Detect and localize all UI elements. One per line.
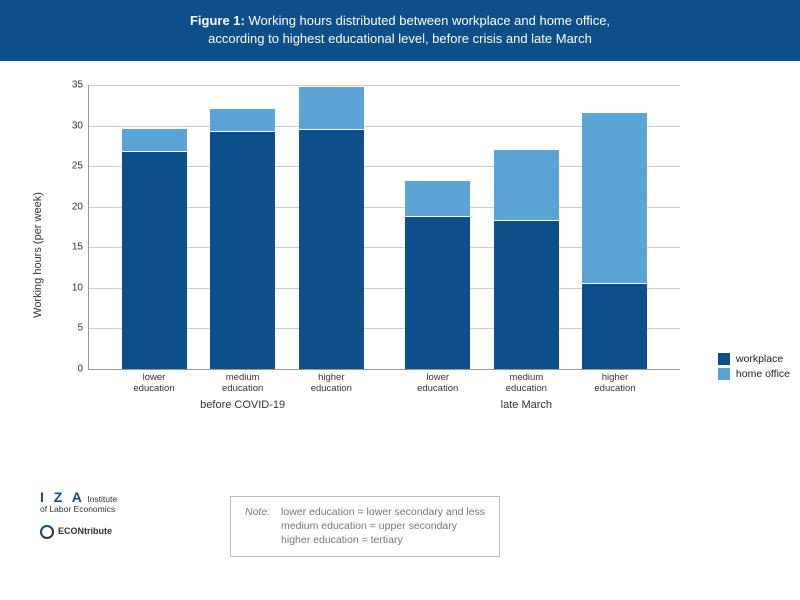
- bar-seg-homeoffice: [210, 109, 275, 132]
- xtick-label: mediumeducation: [222, 373, 263, 395]
- econtribute-icon: [40, 525, 54, 539]
- legend-item-homeoffice: home office: [718, 368, 790, 380]
- note-line1: lower education = lower secondary and le…: [281, 506, 485, 518]
- chart-area: Working hours (per week) 05101520253035l…: [60, 85, 680, 425]
- ytick-label: 30: [61, 120, 83, 131]
- xtick-label: highereducation: [311, 373, 352, 395]
- xtick-label: lowereducation: [417, 373, 458, 395]
- bar-seg-workplace: [122, 152, 187, 369]
- bar-seg-workplace: [582, 284, 647, 369]
- note-box: Note: lower education = lower secondary …: [230, 496, 500, 557]
- ytick-label: 20: [61, 201, 83, 212]
- iza-logo: I Z A Institute of Labor Economics: [40, 490, 117, 515]
- group-label: late March: [501, 399, 552, 411]
- econtribute-label: ECONtribute: [58, 527, 112, 537]
- bar-higher-edu-march: [582, 113, 647, 369]
- legend-label-homeoffice: home office: [736, 368, 790, 380]
- legend-label-workplace: workplace: [736, 353, 783, 365]
- bar-seg-homeoffice: [299, 87, 364, 129]
- group-label: before COVID-19: [200, 399, 285, 411]
- iza-letters: I Z A: [40, 489, 85, 505]
- ytick-label: 0: [61, 364, 83, 375]
- figure-header: Figure 1: Working hours distributed betw…: [0, 0, 800, 61]
- xtick-label: mediumeducation: [506, 373, 547, 395]
- bar-seg-homeoffice: [405, 181, 470, 218]
- xtick-label: lowereducation: [133, 373, 174, 395]
- bar-higher-edu-before: [299, 87, 364, 369]
- logos: I Z A Institute of Labor Economics ECONt…: [40, 490, 117, 539]
- legend: workplace home office: [718, 350, 790, 383]
- econtribute-logo: ECONtribute: [40, 525, 117, 539]
- bar-seg-workplace: [405, 217, 470, 369]
- title-line1: Working hours distributed between workpl…: [248, 13, 610, 28]
- bar-medium-edu-march: [494, 150, 559, 369]
- gridline: [89, 85, 680, 86]
- footer: I Z A Institute of Labor Economics ECONt…: [40, 490, 760, 580]
- bar-seg-homeoffice: [494, 150, 559, 221]
- legend-swatch-workplace: [718, 353, 730, 365]
- note-line2: medium education = upper secondary: [281, 520, 457, 532]
- bar-lower-edu-before: [122, 129, 187, 369]
- bar-seg-workplace: [299, 130, 364, 369]
- bar-lower-edu-march: [405, 181, 470, 369]
- legend-swatch-homeoffice: [718, 368, 730, 380]
- bar-seg-homeoffice: [582, 113, 647, 283]
- ytick-label: 10: [61, 282, 83, 293]
- note-label: Note:: [245, 506, 270, 518]
- note-line3: higher education = tertiary: [281, 534, 403, 546]
- bar-medium-edu-before: [210, 109, 275, 369]
- bar-seg-homeoffice: [122, 129, 187, 152]
- ytick-label: 15: [61, 242, 83, 253]
- plot-region: 05101520253035lowereducationmediumeducat…: [88, 85, 680, 370]
- ytick-label: 25: [61, 161, 83, 172]
- ytick-label: 5: [61, 323, 83, 334]
- bar-seg-workplace: [210, 132, 275, 369]
- ytick-label: 35: [61, 80, 83, 91]
- y-axis-label: Working hours (per week): [32, 192, 44, 318]
- iza-institute: Institute: [87, 494, 117, 504]
- legend-item-workplace: workplace: [718, 353, 790, 365]
- title-line2: according to highest educational level, …: [208, 31, 592, 46]
- xtick-label: highereducation: [594, 373, 635, 395]
- figure-label: Figure 1:: [190, 13, 245, 28]
- iza-sub2: of Labor Economics: [40, 504, 115, 514]
- bar-seg-workplace: [494, 221, 559, 369]
